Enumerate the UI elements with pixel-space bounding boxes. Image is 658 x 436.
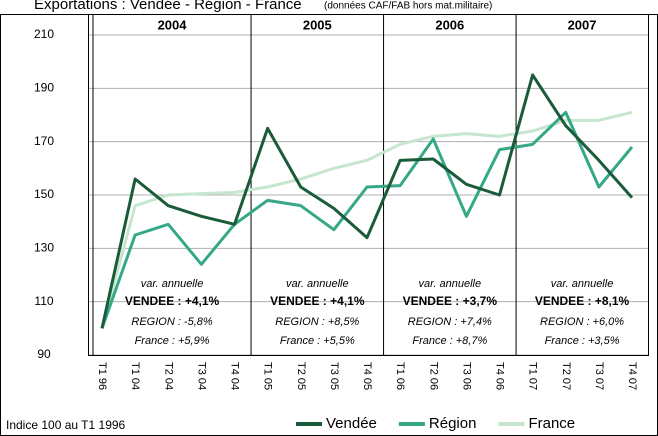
x-tick-label: T4 05 [361, 362, 373, 390]
x-tick-label: T2 07 [560, 362, 572, 390]
legend-label: Vendée [326, 415, 377, 432]
annotation: var. annuelle [286, 278, 349, 290]
annotation: VENDEE : +4,1% [125, 294, 220, 308]
annotation: REGION : +6,0% [540, 316, 624, 328]
period-label: 2006 [435, 17, 464, 32]
x-tick-label: T1 06 [394, 362, 406, 390]
y-tick-label: 90 [37, 347, 51, 361]
annotation: REGION : -5,8% [131, 316, 213, 328]
y-tick-label: 190 [34, 81, 54, 95]
annotation: var. annuelle [551, 278, 614, 290]
x-tick-label: T2 05 [295, 362, 307, 390]
y-tick-label: 130 [34, 241, 54, 255]
plot-frame [88, 14, 649, 356]
legend-label: France [528, 415, 575, 432]
annotation: VENDEE : +4,1% [270, 294, 365, 308]
annotation: VENDEE : +8,1% [535, 294, 630, 308]
x-tick-label: T2 06 [427, 362, 439, 390]
x-tick-label: T1 05 [262, 362, 274, 390]
period-label: 2005 [303, 17, 332, 32]
annotation: France : +5,9% [135, 335, 210, 347]
x-tick-label: T3 07 [593, 362, 605, 390]
x-tick-label: T3 06 [460, 362, 472, 390]
y-tick-label: 110 [34, 294, 53, 308]
period-label: 2007 [568, 17, 597, 32]
y-tick-label: 170 [34, 134, 54, 148]
annotation: VENDEE : +3,7% [403, 294, 498, 308]
annotation: var. annuelle [141, 278, 204, 290]
x-tick-label: T1 07 [527, 362, 539, 390]
y-tick-label: 150 [34, 187, 54, 201]
x-tick-label: T3 05 [328, 362, 340, 390]
series-line [100, 73, 634, 329]
annotation: REGION : +7,4% [408, 316, 492, 328]
annotation: var. annuelle [419, 278, 482, 290]
x-tick-label: T4 07 [626, 362, 638, 390]
x-tick-label: T3 04 [195, 362, 207, 390]
x-tick-label: T1 96 [96, 362, 108, 390]
chart-title: Exportations : Vendée - Région - France [34, 0, 302, 13]
y-tick-label: 210 [34, 27, 54, 41]
annotation: France : +5,5% [280, 335, 355, 347]
series-line [100, 110, 634, 329]
x-tick-label: T2 04 [162, 362, 174, 390]
chart-subtitle: (données CAF/FAB hors mat.militaire) [324, 1, 492, 12]
note: Indice 100 au T1 1996 [6, 418, 126, 432]
annotation: France : +3,5% [545, 335, 620, 347]
annotation: REGION : +8,5% [275, 316, 359, 328]
annotation: France : +8,7% [412, 335, 487, 347]
period-label: 2004 [158, 17, 188, 32]
x-tick-label: T1 04 [129, 362, 141, 390]
x-tick-label: T4 06 [494, 362, 506, 390]
series-line [100, 110, 633, 329]
legend-label: Région [429, 415, 477, 432]
x-tick-label: T4 04 [229, 362, 241, 390]
